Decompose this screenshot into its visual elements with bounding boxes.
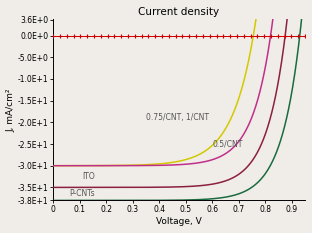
Text: P-CNTs: P-CNTs — [69, 189, 95, 198]
Title: Current density: Current density — [139, 7, 220, 17]
Text: ITO: ITO — [82, 172, 95, 181]
X-axis label: Voltage, V: Voltage, V — [156, 217, 202, 226]
Y-axis label: J, mA/cm²: J, mA/cm² — [7, 88, 16, 131]
Text: 0.75/CNT, 1/CNT: 0.75/CNT, 1/CNT — [146, 113, 209, 122]
Text: 0.5/CNT: 0.5/CNT — [212, 139, 243, 148]
